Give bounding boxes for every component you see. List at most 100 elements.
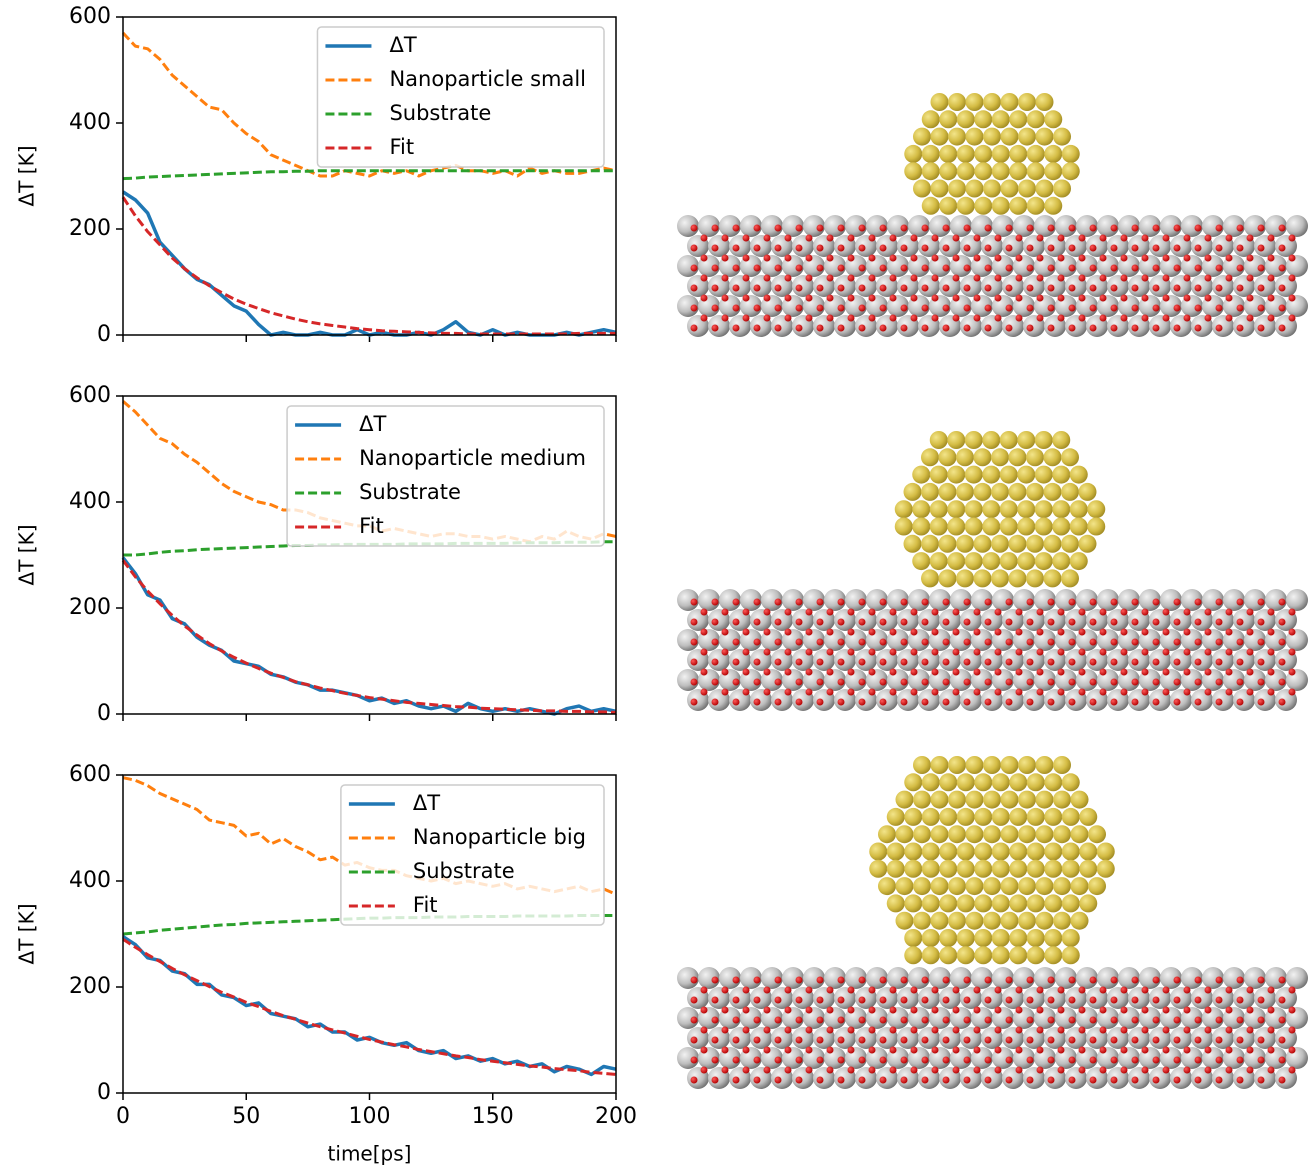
y-axis-label: ΔT [K] <box>15 525 39 586</box>
oxygen-atom <box>838 679 845 686</box>
oxygen-atom <box>1069 639 1076 646</box>
oxygen-atom <box>1027 639 1034 646</box>
oxygen-atom <box>995 669 1002 676</box>
gold-atom <box>922 946 940 964</box>
oxygen-atom <box>1268 669 1275 676</box>
oxygen-atom <box>1048 285 1055 292</box>
gold-atom <box>1035 431 1053 449</box>
gold-atom <box>1052 431 1070 449</box>
oxygen-atom <box>932 275 939 282</box>
gold-atom <box>1018 912 1036 930</box>
gold-atom <box>1001 756 1019 774</box>
oxygen-atom <box>764 1027 771 1034</box>
oxygen-atom <box>932 689 939 696</box>
oxygen-atom <box>859 997 866 1004</box>
oxygen-atom <box>1184 315 1191 322</box>
gold-atom <box>930 431 948 449</box>
oxygen-atom <box>1069 265 1076 272</box>
gold-atom <box>878 877 896 895</box>
oxygen-atom <box>1111 977 1118 984</box>
oxygen-atom <box>1163 235 1170 242</box>
oxygen-atom <box>1006 699 1013 706</box>
oxygen-atom <box>1037 649 1044 656</box>
oxygen-atom <box>1289 1067 1296 1074</box>
oxygen-atom <box>1016 1007 1023 1014</box>
oxygen-atom <box>1216 325 1223 332</box>
oxygen-atom <box>775 1077 782 1084</box>
oxygen-atom <box>890 669 897 676</box>
oxygen-atom <box>1079 275 1086 282</box>
oxygen-atom <box>974 255 981 262</box>
oxygen-atom <box>974 987 981 994</box>
oxygen-atom <box>838 305 845 312</box>
oxygen-atom <box>712 1017 719 1024</box>
oxygen-atom <box>1258 1057 1265 1064</box>
oxygen-atom <box>1205 255 1212 262</box>
oxygen-atom <box>775 325 782 332</box>
gold-atom <box>1027 860 1045 878</box>
gold-atom <box>904 860 922 878</box>
oxygen-atom <box>1079 295 1086 302</box>
substrate-atom <box>1286 589 1308 611</box>
oxygen-atom <box>775 977 782 984</box>
oxygen-atom <box>880 1057 887 1064</box>
oxygen-atom <box>869 1047 876 1054</box>
oxygen-atom <box>1247 1027 1254 1034</box>
gold-atom <box>930 500 948 518</box>
oxygen-atom <box>775 659 782 666</box>
gold-atom <box>991 569 1009 587</box>
gold-atom <box>991 448 1009 466</box>
oxygen-atom <box>869 315 876 322</box>
oxygen-atom <box>775 1057 782 1064</box>
oxygen-atom <box>974 629 981 636</box>
oxygen-atom <box>1268 629 1275 636</box>
oxygen-atom <box>1069 659 1076 666</box>
oxygen-atom <box>890 1047 897 1054</box>
oxygen-atom <box>1237 225 1244 232</box>
oxygen-atom <box>1121 609 1128 616</box>
gold-atom <box>974 197 992 215</box>
oxygen-atom <box>1132 305 1139 312</box>
oxygen-atom <box>827 235 834 242</box>
oxygen-atom <box>796 1077 803 1084</box>
oxygen-atom <box>1174 997 1181 1004</box>
oxygen-atom <box>743 275 750 282</box>
oxygen-atom <box>743 669 750 676</box>
gold-atom <box>1079 808 1097 826</box>
oxygen-atom <box>1090 977 1097 984</box>
gold-atom <box>931 912 949 930</box>
oxygen-atom <box>785 987 792 994</box>
oxygen-atom <box>1174 245 1181 252</box>
gold-atom <box>904 535 922 553</box>
oxygen-atom <box>754 1077 761 1084</box>
oxygen-atom <box>1100 295 1107 302</box>
oxygen-atom <box>1216 305 1223 312</box>
oxygen-atom <box>743 1007 750 1014</box>
gold-atom <box>1036 825 1054 843</box>
oxygen-atom <box>953 255 960 262</box>
gold-atom <box>1044 773 1062 791</box>
oxygen-atom <box>1279 619 1286 626</box>
oxygen-atom <box>964 305 971 312</box>
oxygen-atom <box>691 305 698 312</box>
oxygen-atom <box>995 315 1002 322</box>
gold-atom <box>1000 518 1018 536</box>
oxygen-atom <box>911 255 918 262</box>
oxygen-atom <box>785 255 792 262</box>
oxygen-atom <box>932 609 939 616</box>
oxygen-atom <box>1006 245 1013 252</box>
oxygen-atom <box>964 1017 971 1024</box>
oxygen-atom <box>911 295 918 302</box>
oxygen-atom <box>827 689 834 696</box>
oxygen-atom <box>1058 235 1065 242</box>
oxygen-atom <box>1048 1017 1055 1024</box>
oxygen-atom <box>1121 629 1128 636</box>
gold-atom <box>1027 946 1045 964</box>
oxygen-atom <box>701 689 708 696</box>
oxygen-atom <box>775 285 782 292</box>
oxygen-atom <box>1195 325 1202 332</box>
oxygen-atom <box>1268 987 1275 994</box>
oxygen-atom <box>1058 1027 1065 1034</box>
gold-atom <box>991 535 1009 553</box>
oxygen-atom <box>1226 689 1233 696</box>
